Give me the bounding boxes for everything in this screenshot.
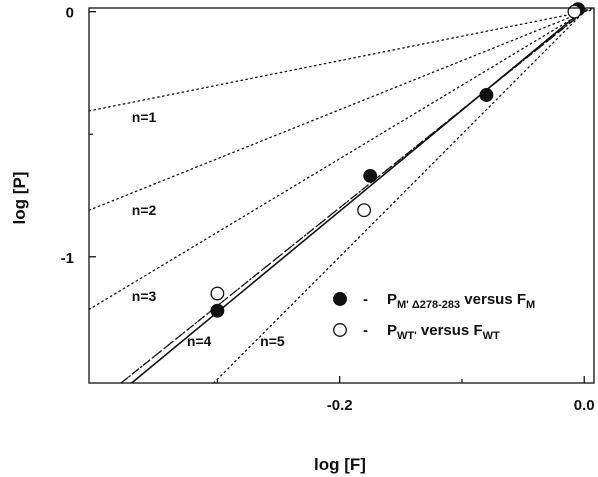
legend-marker [333, 323, 347, 337]
fit-line-solid [131, 7, 587, 384]
filled-data-point [210, 303, 225, 318]
reference-line-n=5 [213, 7, 589, 384]
x-axis-label: log [F] [314, 455, 366, 474]
axis-ticks: -0.2 0.0 0 -1 [61, 5, 595, 414]
filled-data-point [363, 168, 378, 183]
reference-line-labels: n=1 n=2 n=3 n=4 n=5 [132, 109, 285, 349]
legend-entry-label: PWT' versus FWT [387, 322, 500, 342]
reference-label-n=3: n=3 [132, 288, 157, 304]
legend: - PM' Δ278-283 versus FM - PWT' versus FWT [333, 291, 535, 342]
legend-dash: - [363, 322, 368, 339]
x-tick-label: -0.2 [327, 397, 353, 414]
reference-line-n=2 [88, 7, 595, 211]
reference-label-n=2: n=2 [132, 202, 157, 218]
legend-entry-label: PM' Δ278-283 versus FM [387, 291, 535, 311]
x-tick-label: 0.0 [574, 397, 595, 414]
reference-label-n=1: n=1 [132, 109, 157, 125]
fit-lines [120, 7, 590, 384]
legend-marker [333, 292, 347, 306]
y-axis-label: log [P] [10, 172, 29, 225]
filled-data-point [479, 88, 494, 102]
y-tick-label: 0 [66, 5, 74, 22]
legend-dash: - [363, 291, 368, 308]
plot-frame [88, 7, 595, 384]
reference-line-n=3 [88, 7, 591, 311]
fit-line-dashed [120, 7, 590, 384]
reference-label-n=4: n=4 [187, 333, 212, 349]
open-data-point [567, 4, 582, 19]
reference-line-n=1 [88, 9, 595, 112]
open-data-point [210, 286, 225, 301]
y-tick-label: -1 [61, 250, 74, 267]
reference-label-n=5: n=5 [260, 333, 285, 349]
open-data-point [357, 203, 372, 218]
data-points [210, 2, 586, 318]
